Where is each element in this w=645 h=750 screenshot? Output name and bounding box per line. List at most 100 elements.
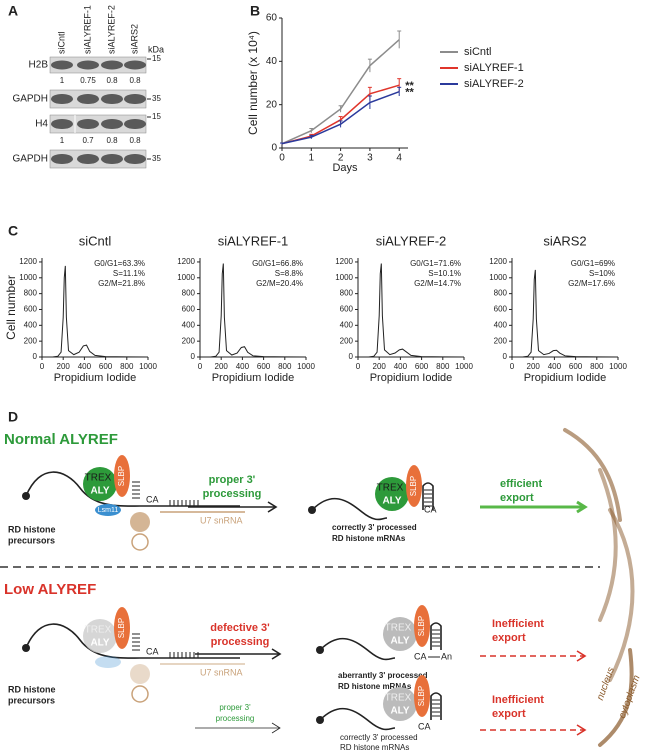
arrow-head bbox=[271, 648, 282, 660]
strand bbox=[311, 497, 388, 521]
label: proper 3' bbox=[209, 474, 256, 486]
x-tick-label: 600 bbox=[257, 362, 271, 371]
label: RD histone mRNAs bbox=[338, 682, 412, 691]
label: export bbox=[492, 632, 526, 644]
y-tick-label: 600 bbox=[340, 305, 354, 314]
y-tick-label: 1200 bbox=[19, 257, 37, 266]
x-axis-label: Propidium Iodide bbox=[370, 372, 453, 384]
chart-title: siALYREF-2 bbox=[376, 233, 447, 248]
arrow-head bbox=[576, 724, 587, 736]
strand bbox=[25, 623, 240, 659]
band bbox=[77, 93, 99, 105]
series-line bbox=[52, 265, 149, 358]
label: SLBP bbox=[417, 686, 426, 706]
lsm11 bbox=[95, 504, 121, 516]
label: TREX bbox=[85, 625, 112, 636]
panel-label: A bbox=[8, 3, 18, 19]
arrow-head bbox=[576, 500, 588, 514]
label: Inefficient bbox=[492, 694, 544, 706]
trex-aly bbox=[83, 467, 117, 501]
series-line bbox=[368, 263, 465, 358]
label: processing bbox=[211, 636, 270, 648]
label: defective 3' bbox=[210, 622, 270, 634]
stat-label: S=10% bbox=[589, 269, 615, 278]
slbp bbox=[406, 465, 422, 507]
x-axis-label: Propidium Iodide bbox=[212, 372, 295, 384]
value-label: 1 bbox=[60, 76, 65, 85]
strand bbox=[430, 622, 442, 650]
marker-label: 35 bbox=[152, 94, 161, 103]
stat-label: S=8.8% bbox=[275, 269, 303, 278]
series-line bbox=[210, 263, 307, 358]
x-tick-label: 400 bbox=[236, 362, 250, 371]
stat-label: G0/G1=66.8% bbox=[252, 259, 303, 268]
stat-label: G0/G1=63.3% bbox=[94, 259, 145, 268]
stat-label: S=10.1% bbox=[428, 269, 461, 278]
y-tick-label: 800 bbox=[340, 289, 354, 298]
y-tick-label: 0 bbox=[191, 352, 196, 361]
y-tick-label: 600 bbox=[24, 305, 38, 314]
x-tick-label: 0 bbox=[279, 153, 285, 164]
label: aberrantly 3' processed bbox=[338, 671, 428, 680]
lane-label: siARS2 bbox=[129, 24, 139, 54]
x-tick-label: 1 bbox=[309, 153, 315, 164]
label: ALY bbox=[90, 638, 109, 649]
panel-label: B bbox=[250, 3, 260, 19]
label: CA bbox=[146, 646, 159, 656]
label: ALY bbox=[90, 486, 109, 497]
label: Lsm11 bbox=[98, 507, 119, 514]
x-axis-label: Propidium Iodide bbox=[54, 372, 137, 384]
x-tick-label: 4 bbox=[396, 153, 402, 164]
label: proper 3' bbox=[219, 703, 251, 712]
label: An bbox=[441, 651, 452, 661]
u7-loop bbox=[131, 685, 149, 703]
x-tick-label: 200 bbox=[215, 362, 229, 371]
significance: ** bbox=[405, 80, 414, 92]
value-label: 0.7 bbox=[82, 136, 94, 145]
lsm11 bbox=[95, 656, 121, 668]
y-tick-label: 400 bbox=[494, 320, 508, 329]
label: CA bbox=[146, 494, 159, 504]
y-tick-label: 200 bbox=[24, 336, 38, 345]
y-axis-label: Cell number bbox=[4, 275, 18, 340]
stat-label: G0/G1=71.6% bbox=[410, 259, 461, 268]
lane-label: siCntl bbox=[56, 31, 66, 54]
strand bbox=[319, 707, 396, 731]
slbp bbox=[414, 675, 430, 717]
x-tick-label: 800 bbox=[590, 362, 604, 371]
y-tick-label: 800 bbox=[182, 289, 196, 298]
trex-aly bbox=[375, 477, 409, 511]
x-tick-label: 200 bbox=[527, 362, 541, 371]
y-tick-label: 0 bbox=[33, 352, 38, 361]
band bbox=[101, 118, 123, 130]
label: CA bbox=[414, 651, 427, 661]
y-tick-label: 1200 bbox=[489, 257, 507, 266]
x-tick-label: 0 bbox=[40, 362, 45, 371]
band bbox=[101, 93, 123, 105]
label: TREX bbox=[385, 693, 412, 704]
strand bbox=[430, 692, 442, 720]
y-tick-label: 1200 bbox=[335, 257, 353, 266]
label: CA bbox=[418, 721, 431, 731]
row-label: GAPDH bbox=[12, 154, 48, 165]
arrow-head bbox=[267, 501, 278, 513]
label: Inefficient bbox=[492, 618, 544, 630]
series-line bbox=[281, 39, 400, 145]
label: efficient bbox=[500, 478, 543, 490]
label: TREX bbox=[377, 483, 404, 494]
chart-title: siCntl bbox=[79, 233, 112, 248]
series-line bbox=[281, 84, 400, 145]
stat-label: G2/M=14.7% bbox=[414, 279, 461, 288]
band bbox=[51, 118, 73, 130]
u7-loop bbox=[131, 533, 149, 551]
y-tick-label: 800 bbox=[24, 289, 38, 298]
label: RD histone mRNAs bbox=[332, 534, 406, 543]
band bbox=[51, 93, 73, 105]
y-tick-label: 1200 bbox=[177, 257, 195, 266]
y-tick-label: 1000 bbox=[335, 273, 353, 282]
y-tick-label: 1000 bbox=[177, 273, 195, 282]
y-tick-label: 600 bbox=[494, 305, 508, 314]
label: precursors bbox=[8, 535, 55, 545]
x-tick-label: 3 bbox=[367, 153, 373, 164]
legend-label: siALYREF-1 bbox=[464, 62, 524, 74]
